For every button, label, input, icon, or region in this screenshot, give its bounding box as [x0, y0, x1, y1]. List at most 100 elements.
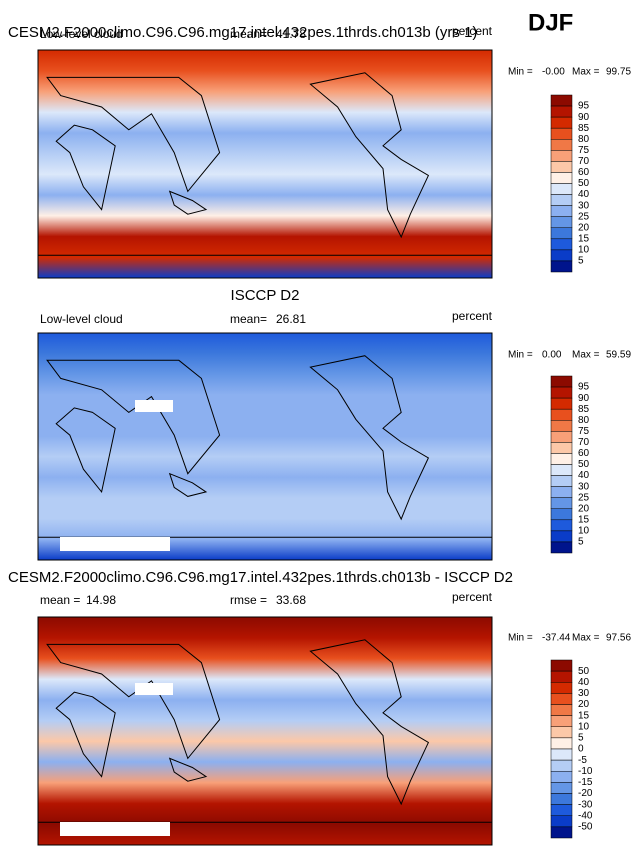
colorbar-box [550, 704, 573, 716]
colorbar-box [550, 94, 573, 107]
max-value: 97.56 [606, 633, 631, 644]
colorbar-box [550, 194, 573, 206]
colorbar-box [550, 375, 573, 388]
colorbar-box [550, 782, 573, 794]
colorbar-box [550, 715, 573, 727]
colorbar-box [550, 249, 573, 262]
stat-value: 14.98 [86, 593, 116, 607]
variable-name: Low-level cloud [40, 27, 123, 41]
colorbar-box [550, 475, 573, 487]
variable-name: Low-level cloud [40, 312, 123, 326]
colorbar-label: 25 [578, 492, 590, 503]
panel-title: ISCCP D2 [231, 287, 300, 304]
max-value: 59.59 [606, 350, 631, 361]
units: percent [452, 590, 493, 604]
season-label: DJF [528, 9, 573, 36]
colorbar-box [550, 682, 573, 694]
missing-data [60, 537, 170, 551]
map-field [37, 332, 493, 561]
coastline [168, 472, 208, 497]
map-field [37, 49, 493, 279]
colorbar-box [550, 530, 573, 543]
colorbar-box [550, 172, 573, 184]
colorbar-label: 60 [578, 167, 590, 178]
stat-label: mean = [40, 593, 80, 607]
coastline [309, 72, 430, 239]
min-value: -0.00 [542, 67, 565, 78]
colorbar-box [550, 804, 573, 816]
coastline [55, 124, 116, 211]
colorbar-box [550, 216, 573, 228]
min-label: Min = [508, 67, 533, 78]
colorbar-label: 95 [578, 101, 590, 112]
min-value: 0.00 [542, 350, 562, 361]
stat-label: mean= [230, 312, 267, 326]
colorbar-box [550, 497, 573, 509]
colorbar-label: -5 [578, 755, 587, 766]
coastline [46, 643, 221, 760]
colorbar-box [550, 116, 573, 129]
colorbar-label: -40 [578, 810, 593, 821]
panel-title: CESM2.F2000climo.C96.C96.mg17.intel.432p… [8, 569, 513, 586]
colorbar-box [550, 659, 573, 672]
colorbar-box [550, 726, 573, 739]
colorbar-label: 20 [578, 222, 590, 233]
colorbar-box [550, 693, 573, 705]
colorbar-box [550, 771, 573, 783]
colorbar-label: 50 [578, 666, 590, 677]
colorbar-label: 30 [578, 688, 590, 699]
colorbar-box [550, 442, 573, 454]
colorbar-box [550, 453, 573, 465]
colorbar-box [550, 183, 573, 195]
max-label: Max = [572, 67, 600, 78]
colorbar-label: 85 [578, 123, 590, 134]
colorbar-label: 5 [578, 256, 584, 267]
stat-label: rmse = [230, 593, 267, 607]
colorbar-label: 25 [578, 211, 590, 222]
colorbar-box [550, 238, 573, 251]
colorbar-box [550, 150, 573, 162]
colorbar-label: 5 [578, 537, 584, 548]
stat-label: mean= [230, 27, 267, 41]
colorbar-label: 30 [578, 200, 590, 211]
colorbar-label: -20 [578, 788, 593, 799]
stat-value: 41.78 [276, 27, 306, 41]
colorbar-label: 15 [578, 514, 590, 525]
colorbar-label: 75 [578, 426, 590, 437]
colorbar-label: -15 [578, 777, 593, 788]
colorbar-box [550, 759, 573, 772]
colorbar-label: 80 [578, 134, 590, 145]
colorbar-box [550, 541, 573, 554]
stat-value: 33.68 [276, 593, 306, 607]
colorbar-box [550, 519, 573, 532]
coastline [168, 190, 208, 215]
coastline [309, 355, 430, 521]
colorbar-box [550, 397, 573, 410]
colorbar-label: 70 [578, 156, 590, 167]
map-field [37, 616, 493, 846]
colorbar-label: 0 [578, 744, 584, 755]
stat-value: 26.81 [276, 312, 306, 326]
colorbar-label: -50 [578, 822, 593, 833]
colorbar-label: 95 [578, 382, 590, 393]
colorbar-box [550, 815, 573, 828]
colorbar-label: 75 [578, 145, 590, 156]
colorbar-box [550, 748, 573, 761]
min-label: Min = [508, 633, 533, 644]
missing-data [135, 400, 173, 412]
colorbar-box [550, 793, 573, 805]
colorbar-box [550, 408, 573, 421]
colorbar-box [550, 464, 573, 476]
colorbar-label: 15 [578, 710, 590, 721]
max-label: Max = [572, 633, 600, 644]
min-value: -37.44 [542, 633, 571, 644]
colorbar-label: 85 [578, 404, 590, 415]
colorbar-box [550, 826, 573, 839]
colorbar-label: 30 [578, 481, 590, 492]
colorbar-label: 20 [578, 503, 590, 514]
colorbar-box [550, 205, 573, 217]
colorbar-box [550, 670, 573, 683]
colorbar-label: 40 [578, 189, 590, 200]
